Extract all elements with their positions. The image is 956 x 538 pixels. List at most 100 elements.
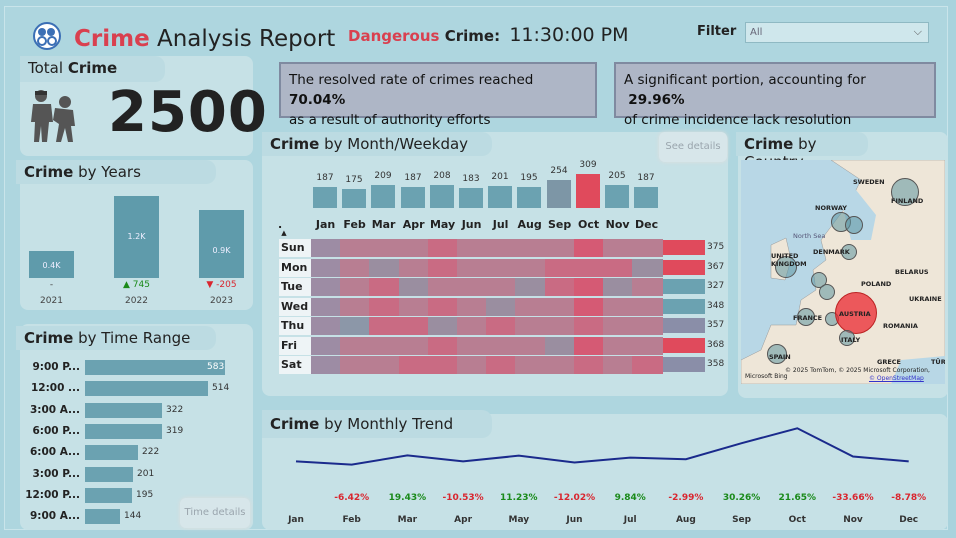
heatmap-cell[interactable] [603, 278, 634, 296]
heatmap-cell[interactable] [545, 336, 576, 355]
month-bar[interactable] [342, 189, 366, 208]
heatmap-cell[interactable] [486, 336, 517, 355]
heatmap-cell[interactable] [632, 278, 663, 296]
heatmap-cell[interactable] [545, 278, 576, 296]
weekday-total-bar[interactable] [663, 318, 705, 333]
weekday-total-bar[interactable] [663, 357, 705, 372]
time-range-bar[interactable] [85, 424, 162, 439]
heatmap-cell[interactable] [457, 336, 488, 355]
bubble-denmark[interactable] [841, 244, 857, 260]
month-bar[interactable] [488, 186, 512, 208]
month-bar[interactable] [576, 174, 600, 208]
heatmap-cell[interactable] [340, 317, 371, 335]
year-bar[interactable] [114, 196, 159, 278]
heatmap-cell[interactable] [574, 278, 605, 296]
heatmap-cell[interactable] [399, 239, 430, 257]
bubble-finland[interactable] [891, 178, 919, 206]
heatmap-cell[interactable] [369, 356, 400, 374]
heatmap-cell[interactable] [574, 336, 605, 355]
heatmap-cell[interactable] [399, 317, 430, 335]
heatmap-cell[interactable] [428, 356, 459, 374]
heatmap-cell[interactable] [311, 258, 342, 277]
heatmap-cell[interactable] [457, 297, 488, 316]
time-range-bar[interactable] [85, 403, 162, 418]
month-bar[interactable] [459, 188, 483, 208]
bubble-uk[interactable] [775, 256, 797, 278]
heatmap-cell[interactable] [311, 278, 342, 296]
heatmap-cell[interactable] [369, 239, 400, 257]
heatmap-cell[interactable] [574, 258, 605, 277]
month-bar[interactable] [371, 185, 395, 208]
see-details-button[interactable]: See details [659, 132, 727, 162]
heatmap-cell[interactable] [632, 297, 663, 316]
heatmap-cell[interactable] [603, 356, 634, 374]
heatmap-cell[interactable] [369, 297, 400, 316]
heatmap-cell[interactable] [486, 239, 517, 257]
heatmap-cell[interactable] [340, 239, 371, 257]
heatmap-cell[interactable] [515, 239, 546, 257]
heatmap-cell[interactable] [574, 317, 605, 335]
heatmap-cell[interactable] [340, 336, 371, 355]
heatmap-cell[interactable] [428, 297, 459, 316]
heatmap-cell[interactable] [369, 258, 400, 277]
weekday-total-bar[interactable] [663, 240, 705, 255]
time-range-bar[interactable] [85, 381, 208, 396]
heatmap-cell[interactable] [428, 278, 459, 296]
heatmap-cell[interactable] [632, 258, 663, 277]
heatmap-cell[interactable] [515, 356, 546, 374]
heatmap-cell[interactable] [369, 278, 400, 296]
heatmap-cell[interactable] [457, 239, 488, 257]
heatmap-cell[interactable] [399, 356, 430, 374]
heatmap-cell[interactable] [340, 356, 371, 374]
heatmap-cell[interactable] [632, 239, 663, 257]
bubble-sweden[interactable] [845, 216, 863, 234]
heatmap-cell[interactable] [428, 258, 459, 277]
heatmap-cell[interactable] [574, 356, 605, 374]
month-bar[interactable] [313, 187, 337, 208]
weekday-total-bar[interactable] [663, 298, 705, 314]
heatmap-cell[interactable] [311, 356, 342, 374]
heatmap-cell[interactable] [457, 278, 488, 296]
heatmap-cell[interactable] [515, 336, 546, 355]
heatmap-cell[interactable] [603, 336, 634, 355]
heatmap-cell[interactable] [399, 258, 430, 277]
europe-map[interactable]: SWEDEN FINLAND NORWAY UNITED KINGDOM DEN… [741, 160, 945, 384]
heatmap-cell[interactable] [486, 297, 517, 316]
heatmap-cell[interactable] [603, 239, 634, 257]
heatmap-cell[interactable] [632, 317, 663, 335]
month-bar[interactable] [634, 187, 658, 208]
heatmap-cell[interactable] [545, 317, 576, 335]
heatmap-cell[interactable] [311, 317, 342, 335]
year-bar[interactable] [199, 210, 244, 278]
weekday-total-bar[interactable] [663, 259, 705, 275]
heatmap-cell[interactable] [486, 356, 517, 374]
weekday-total-bar[interactable] [663, 279, 705, 294]
bubble-italy[interactable] [839, 330, 855, 346]
month-bar[interactable] [430, 185, 454, 208]
heatmap-cell[interactable] [311, 239, 342, 257]
heatmap-cell[interactable] [603, 297, 634, 316]
heatmap-cell[interactable] [311, 297, 342, 316]
heatmap-cell[interactable] [457, 258, 488, 277]
heatmap-cell[interactable] [369, 317, 400, 335]
time-range-bar[interactable] [85, 488, 132, 503]
time-range-bar[interactable] [85, 467, 133, 482]
heatmap-cell[interactable] [574, 239, 605, 257]
map-credit-osm[interactable]: © OpenStreetMap [869, 375, 924, 382]
heatmap-cell[interactable] [574, 297, 605, 316]
heatmap-cell[interactable] [399, 278, 430, 296]
month-bar[interactable] [517, 187, 541, 208]
time-range-bar[interactable] [85, 360, 225, 375]
heatmap-cell[interactable] [486, 317, 517, 335]
heatmap-cell[interactable] [545, 258, 576, 277]
heatmap-cell[interactable] [340, 297, 371, 316]
bubble-spain[interactable] [767, 344, 787, 364]
heatmap-cell[interactable] [515, 317, 546, 335]
filter-dropdown[interactable]: All ⌵ [745, 22, 929, 43]
heatmap-cell[interactable] [545, 297, 576, 316]
heatmap-cell[interactable] [603, 258, 634, 277]
month-bar[interactable] [547, 180, 571, 208]
heatmap-cell[interactable] [428, 239, 459, 257]
heatmap-cell[interactable] [457, 356, 488, 374]
month-bar[interactable] [401, 187, 425, 208]
